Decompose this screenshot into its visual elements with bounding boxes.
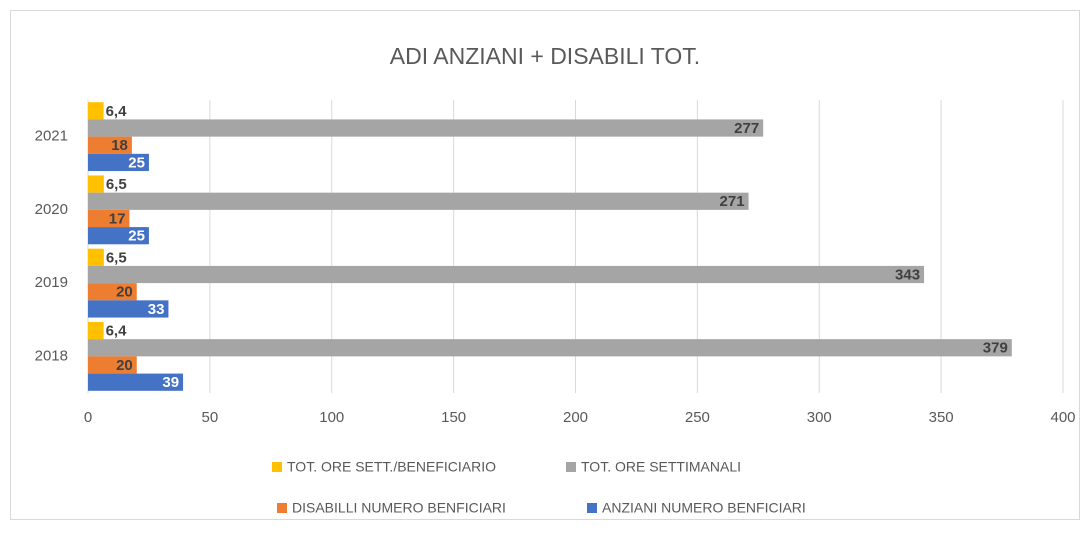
data-label: 271 <box>720 193 745 210</box>
data-label: 277 <box>734 120 759 137</box>
x-tick-label: 250 <box>685 409 710 426</box>
y-tick-label: 2018 <box>35 347 68 364</box>
legend-label: TOT. ORE SETTIMANALI <box>581 459 741 475</box>
legend-swatch <box>587 503 597 513</box>
data-label: 17 <box>109 210 126 227</box>
x-tick-label: 100 <box>319 409 344 426</box>
x-tick-label: 350 <box>929 409 954 426</box>
bar <box>88 102 104 120</box>
data-label: 25 <box>128 228 145 245</box>
bar <box>88 136 132 154</box>
bar <box>88 339 1012 357</box>
bar <box>88 321 104 340</box>
bar <box>88 373 184 391</box>
bar <box>88 192 749 210</box>
legend-label: TOT. ORE SETT./BENEFICIARIO <box>287 459 496 475</box>
data-label: 6,4 <box>106 103 128 120</box>
data-label: 343 <box>895 266 920 283</box>
x-tick-label: 200 <box>563 409 588 426</box>
bar <box>88 248 104 266</box>
data-label: 33 <box>148 301 165 318</box>
data-label: 20 <box>116 284 133 301</box>
bar <box>88 209 130 228</box>
legend-label: DISABILLI NUMERO BENFICIARI <box>292 500 506 516</box>
chart-border <box>10 10 1080 520</box>
data-label: 20 <box>116 357 133 374</box>
data-label: 25 <box>128 154 145 171</box>
bar <box>88 153 149 172</box>
bar <box>88 227 149 245</box>
bar <box>88 356 137 374</box>
legend-swatch <box>277 503 287 513</box>
bar <box>88 119 764 137</box>
legend-swatch <box>272 462 282 472</box>
bar <box>88 265 925 284</box>
x-tick-label: 150 <box>441 409 466 426</box>
x-tick-label: 400 <box>1050 409 1075 426</box>
bar <box>88 283 137 301</box>
data-label: 6,5 <box>106 249 127 266</box>
legend-swatch <box>566 462 576 472</box>
data-label: 39 <box>162 374 179 391</box>
y-tick-label: 2020 <box>35 201 68 218</box>
data-label: 18 <box>111 137 128 154</box>
data-label: 379 <box>983 340 1008 357</box>
data-label: 6,4 <box>106 323 128 340</box>
y-tick-label: 2019 <box>35 274 68 291</box>
bar <box>88 175 104 193</box>
x-tick-label: 0 <box>84 409 92 426</box>
x-tick-label: 50 <box>202 409 219 426</box>
x-tick-label: 300 <box>807 409 832 426</box>
bar <box>88 300 169 318</box>
data-label: 6,5 <box>106 176 127 193</box>
y-tick-label: 2021 <box>35 128 68 145</box>
chart-title: ADI ANZIANI + DISABILI TOT. <box>390 43 700 69</box>
legend-label: ANZIANI NUMERO BENFICIARI <box>602 500 806 516</box>
